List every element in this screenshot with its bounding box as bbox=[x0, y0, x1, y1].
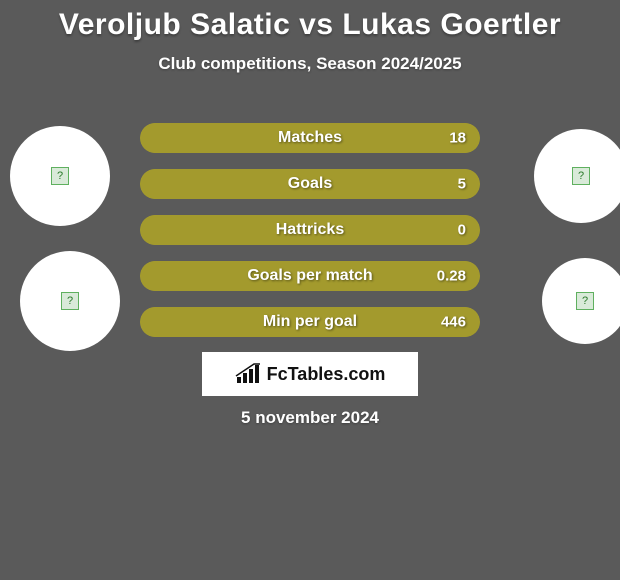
avatar-left-team: ? bbox=[20, 251, 120, 351]
broken-image-icon: ? bbox=[572, 167, 590, 185]
stat-row: Min per goal446 bbox=[140, 307, 480, 337]
stats-bars: Matches18 Goals5 Hattricks0 Goals per match… bbox=[140, 123, 480, 353]
stat-row: Goals per match0.28 bbox=[140, 261, 480, 291]
brand-text: FcTables.com bbox=[267, 364, 386, 385]
bar-fill-right bbox=[140, 169, 480, 199]
bar-fill-right bbox=[140, 261, 480, 291]
broken-image-icon: ? bbox=[51, 167, 69, 185]
chart-icon bbox=[235, 363, 261, 385]
infographic: Veroljub Salatic vs Lukas Goertler Club … bbox=[0, 0, 620, 580]
bar-fill-right bbox=[140, 307, 480, 337]
brand-box: FcTables.com bbox=[202, 352, 418, 396]
subtitle: Club competitions, Season 2024/2025 bbox=[0, 54, 620, 74]
bar-fill-right bbox=[140, 123, 480, 153]
page-title: Veroljub Salatic vs Lukas Goertler bbox=[0, 0, 620, 42]
broken-image-icon: ? bbox=[576, 292, 594, 310]
avatar-right-team: ? bbox=[542, 258, 620, 344]
avatar-right-player: ? bbox=[534, 129, 620, 223]
avatar-left-player: ? bbox=[10, 126, 110, 226]
stat-row: Matches18 bbox=[140, 123, 480, 153]
date-text: 5 november 2024 bbox=[0, 408, 620, 428]
bar-fill-right bbox=[140, 215, 480, 245]
broken-image-icon: ? bbox=[61, 292, 79, 310]
stat-row: Goals5 bbox=[140, 169, 480, 199]
stat-row: Hattricks0 bbox=[140, 215, 480, 245]
